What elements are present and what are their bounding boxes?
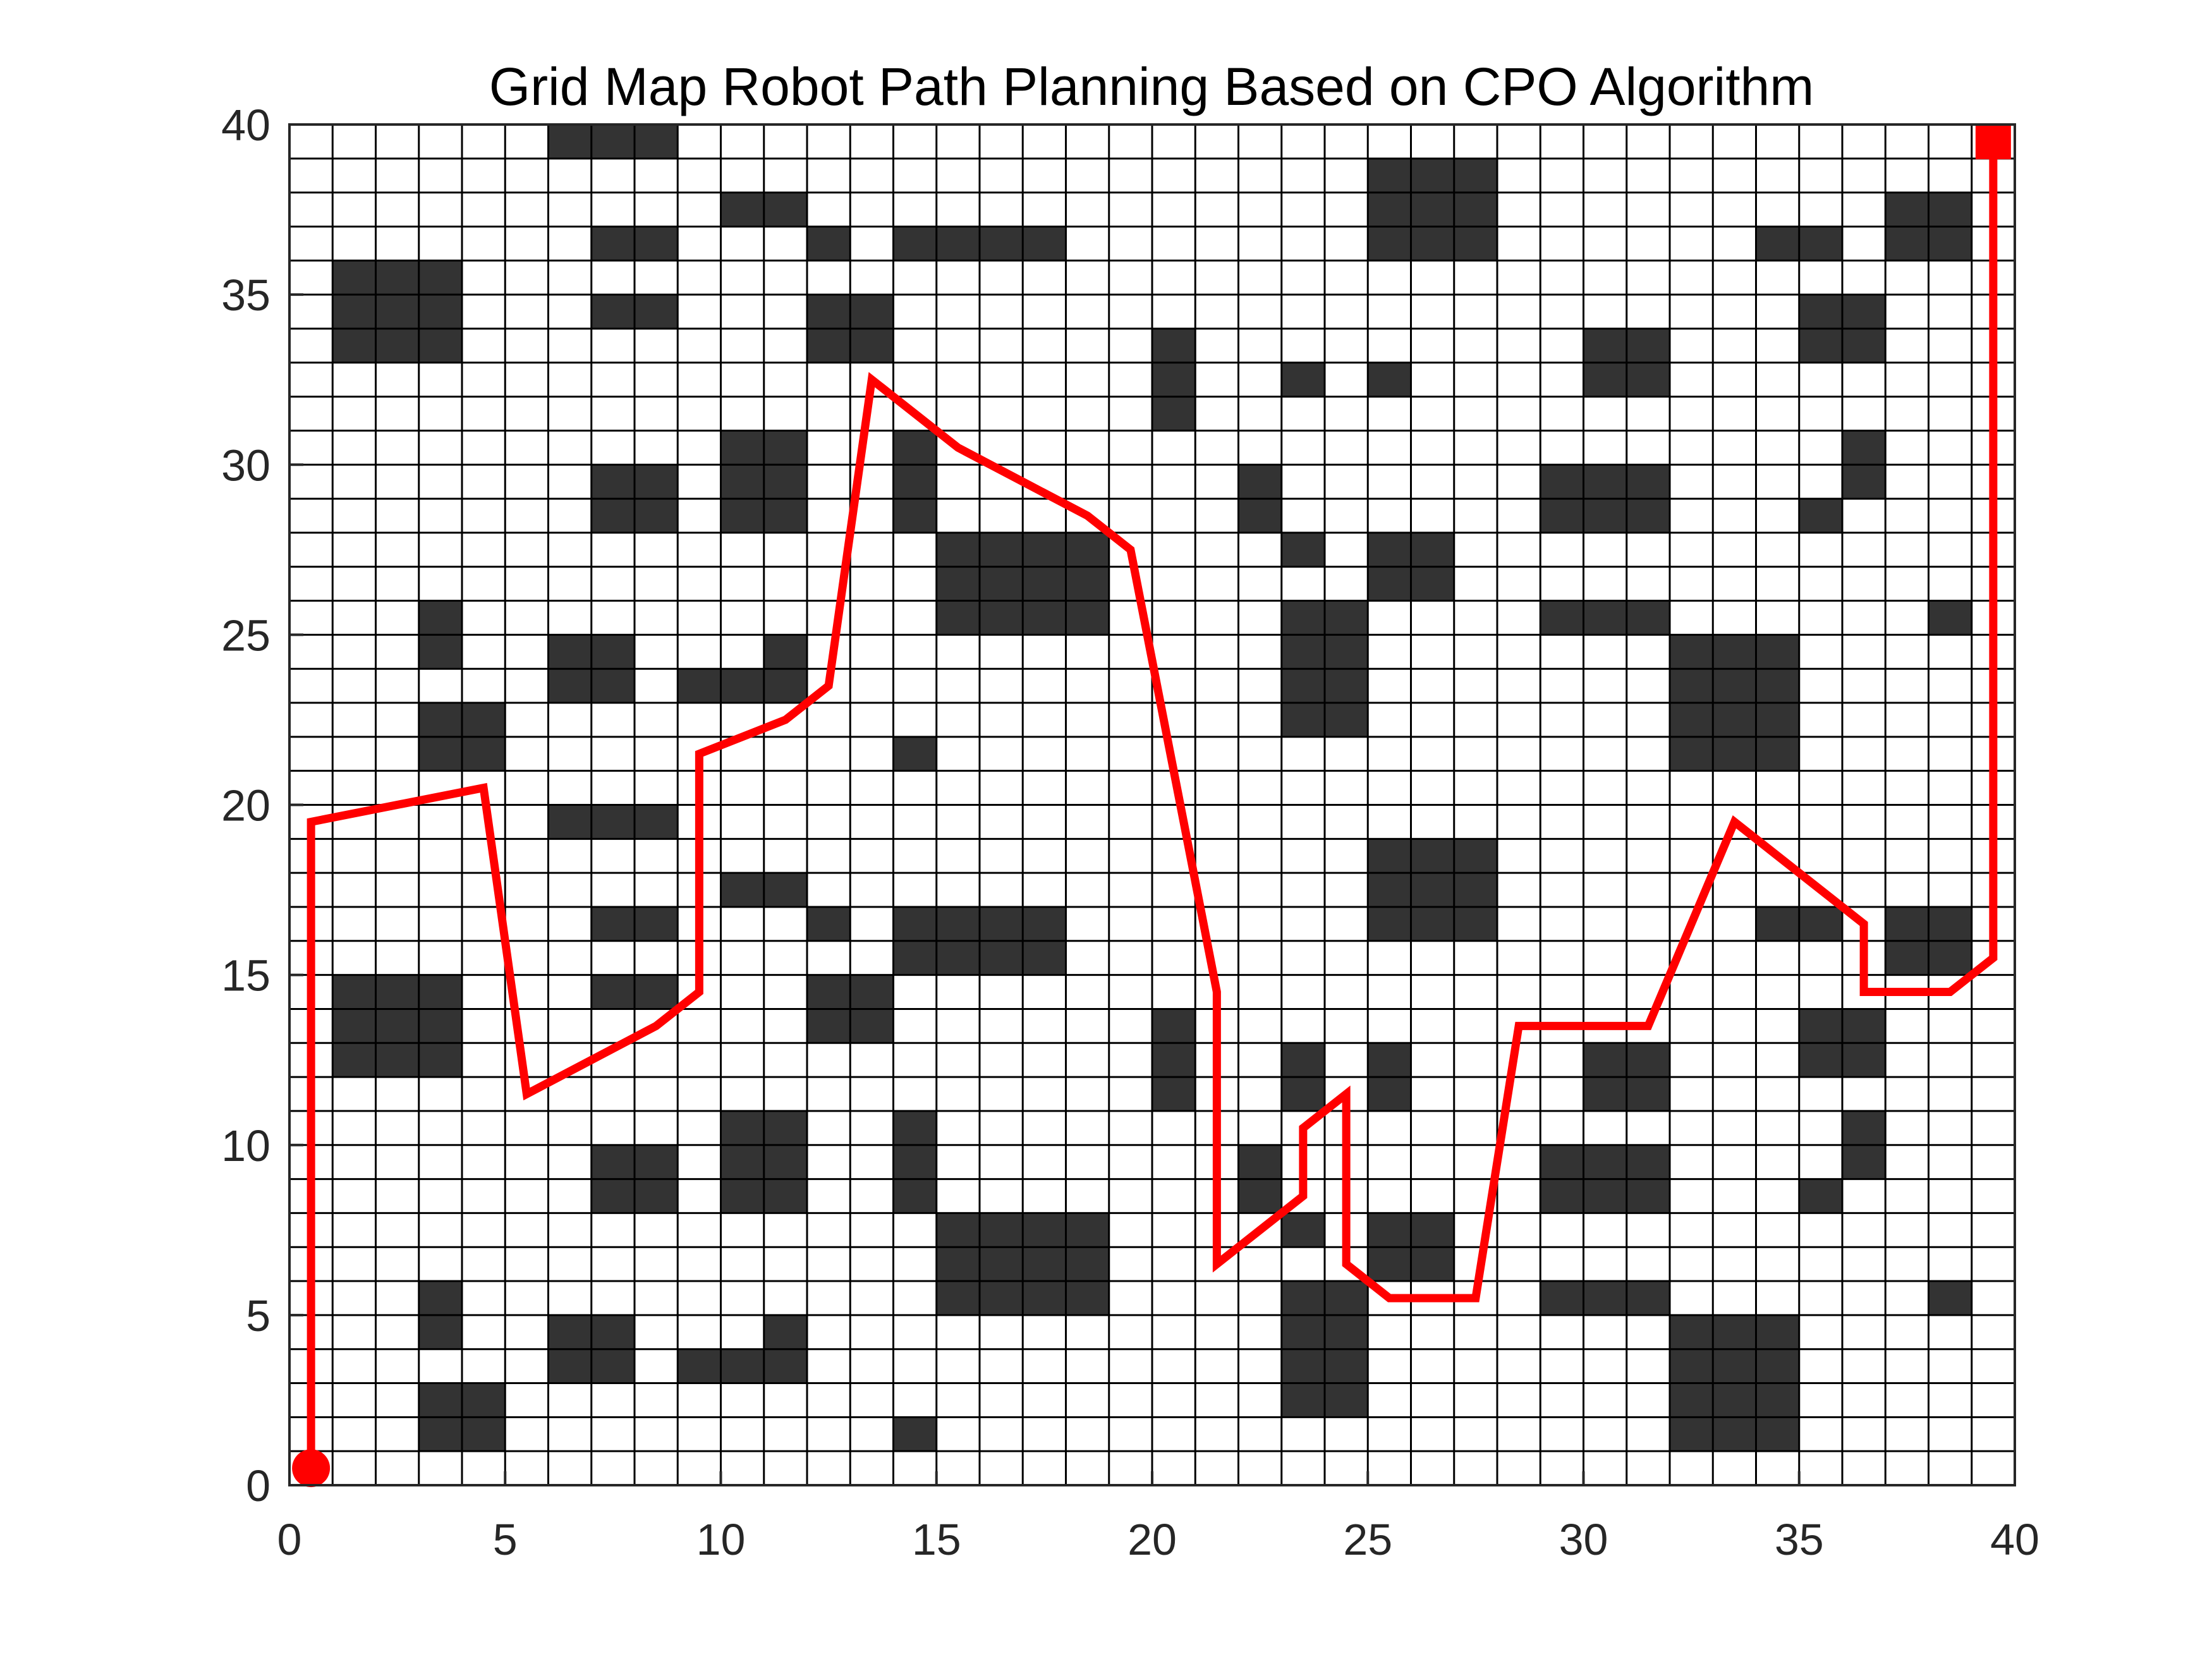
x-tick-label: 40 bbox=[1990, 1515, 2039, 1564]
obstacle-cell bbox=[678, 669, 807, 703]
y-tick-label: 10 bbox=[221, 1121, 270, 1170]
obstacle-cell bbox=[1540, 600, 1670, 635]
x-tick-label: 15 bbox=[912, 1515, 961, 1564]
obstacle-cell bbox=[332, 975, 462, 1078]
obstacle-cell bbox=[1368, 839, 1497, 941]
obstacle-cell bbox=[548, 125, 678, 159]
y-tick-label: 40 bbox=[221, 100, 270, 150]
chart-title: Grid Map Robot Path Planning Based on CP… bbox=[489, 57, 1814, 116]
obstacle-cell bbox=[1152, 1009, 1196, 1111]
y-tick-label: 15 bbox=[221, 951, 270, 1000]
obstacle-cell bbox=[807, 906, 851, 941]
y-tick-label: 20 bbox=[221, 781, 270, 830]
obstacle-cell bbox=[1368, 362, 1411, 397]
grid-lines bbox=[288, 123, 2016, 1486]
obstacle-cell bbox=[1540, 1281, 1670, 1315]
obstacle-cell bbox=[763, 1315, 807, 1349]
obstacle-cell bbox=[893, 430, 937, 533]
obstacle-cell bbox=[332, 260, 462, 363]
plot-area bbox=[288, 123, 2016, 1488]
obstacle-cell bbox=[1928, 600, 1972, 635]
y-tick-label: 35 bbox=[221, 270, 270, 320]
x-tick-label: 30 bbox=[1559, 1515, 1608, 1564]
x-tick-label: 5 bbox=[493, 1515, 518, 1564]
obstacle-cell bbox=[548, 805, 678, 839]
obstacle-cell bbox=[807, 226, 851, 261]
y-tick-label: 5 bbox=[246, 1291, 270, 1340]
x-tick-label: 35 bbox=[1775, 1515, 1824, 1564]
robot-path-line bbox=[307, 141, 1998, 1469]
path-layer bbox=[292, 123, 2011, 1488]
obstacle-cell bbox=[893, 1110, 937, 1213]
obstacle-cell bbox=[763, 635, 807, 669]
obstacle-cell bbox=[1152, 328, 1196, 431]
obstacle-cell bbox=[893, 736, 937, 771]
y-axis-ticks: 0 5 10 15 20 25 30 35 40 bbox=[221, 100, 303, 1510]
obstacle-cell bbox=[1799, 499, 1842, 533]
y-tick-label: 0 bbox=[246, 1461, 270, 1510]
obstacle-cell bbox=[1281, 1213, 1325, 1248]
start-point-marker bbox=[292, 1449, 331, 1488]
y-tick-label: 25 bbox=[221, 611, 270, 660]
x-axis-ticks: 0 5 10 15 20 25 30 35 40 bbox=[277, 1471, 2039, 1564]
obstacle-cell bbox=[1368, 158, 1497, 261]
goal-point-marker bbox=[1975, 123, 2011, 159]
obstacle-cell bbox=[1281, 362, 1325, 397]
obstacle-cell bbox=[1928, 1281, 1972, 1315]
obstacle-cell bbox=[1281, 532, 1325, 567]
x-tick-label: 10 bbox=[696, 1515, 746, 1564]
x-tick-label: 0 bbox=[277, 1515, 302, 1564]
obstacle-cell bbox=[1799, 1179, 1842, 1213]
y-tick-label: 30 bbox=[221, 441, 270, 490]
x-tick-label: 25 bbox=[1343, 1515, 1392, 1564]
x-tick-label: 20 bbox=[1127, 1515, 1177, 1564]
obstacle-cell bbox=[678, 1349, 807, 1383]
obstacle-cell bbox=[893, 1417, 937, 1452]
